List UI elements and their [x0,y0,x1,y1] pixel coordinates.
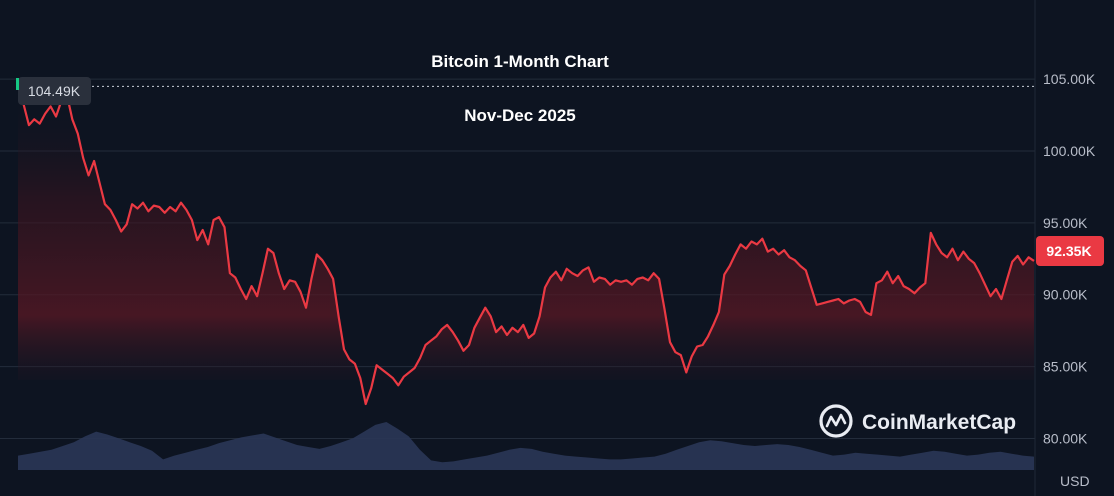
y-tick-label: 95.00K [1043,215,1088,231]
y-axis: 80.00K 85.00K 90.00K 95.00K 100.00K 105.00K [1034,0,1096,496]
coinmarketcap-wordmark: CoinMarketCap [862,411,1016,434]
y-tick-label: 80.00K [1043,430,1088,446]
open-price-badge: 104.49K [16,77,91,105]
currency-label: USD [1060,473,1090,489]
price-area-fill [18,86,1034,405]
open-price-badge-bg [18,77,91,105]
y-tick-label: 85.00K [1043,359,1088,375]
price-line [16,86,1035,406]
volume-area [18,422,1034,470]
chart-title: Bitcoin 1-Month Chart [431,52,609,71]
last-price-label: 92.35K [1046,243,1091,259]
coinmarketcap-icon [819,404,853,438]
price-area [18,86,1034,405]
open-price-badge-marker [16,78,19,90]
open-price-label: 104.49K [28,83,81,99]
y-tick-label: 105.00K [1043,71,1096,87]
chart-subtitle: Nov-Dec 2025 [464,106,576,125]
volume-series [18,422,1034,470]
y-tick-label: 100.00K [1043,143,1096,159]
coinmarketcap-logo: CoinMarketCap [819,404,1016,438]
y-tick-label: 90.00K [1043,287,1088,303]
last-price-badge: 92.35K [1036,236,1104,266]
price-series [16,86,1035,406]
last-price-badge-bg [1036,236,1104,266]
